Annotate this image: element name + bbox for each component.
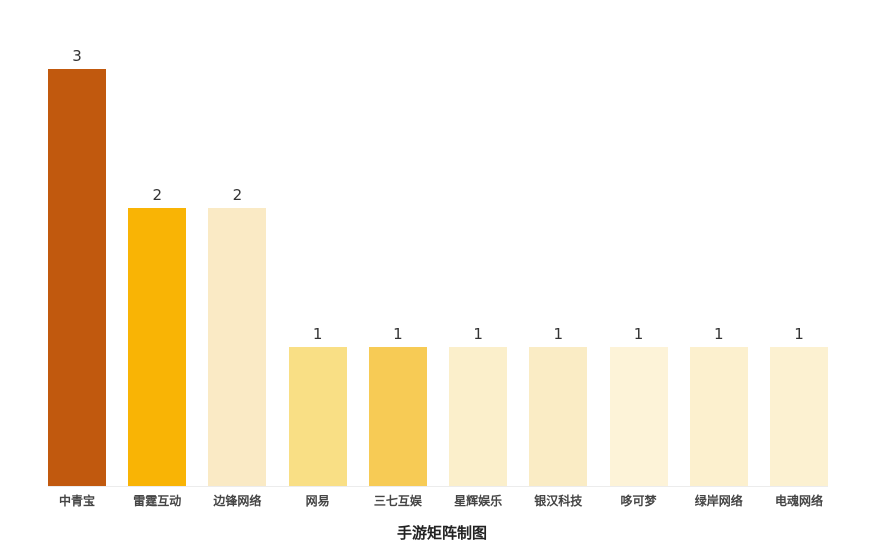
bar-column: 1 [609, 325, 668, 486]
category-label: 雷霆互动 [133, 494, 182, 508]
chart-caption: 手游矩阵制图 [396, 524, 487, 543]
category-label: 三七互娱 [373, 494, 422, 508]
bar [689, 347, 748, 486]
bar-value-label: 1 [312, 325, 323, 343]
bar [128, 208, 187, 486]
bar-value-label: 2 [232, 186, 243, 204]
bar [288, 347, 347, 486]
bar [368, 347, 427, 486]
category-label: 电魂网络 [774, 494, 823, 508]
bar [449, 347, 508, 486]
category-label: 边锋网络 [213, 494, 262, 508]
bar-column: 3 [48, 49, 106, 486]
bar-value-label: 1 [794, 325, 804, 343]
bar-column: 2 [208, 186, 267, 486]
bar-column: 1 [449, 325, 508, 486]
bar [609, 347, 668, 486]
category-label: 哆可梦 [620, 494, 657, 508]
category-label: 中青宝 [58, 494, 95, 508]
category-label: 银汉科技 [534, 494, 583, 508]
bar-value-label: 1 [553, 325, 564, 343]
bar-chart: 3 2 2 1 1 1 1 1 1 1 中青宝 雷霆互动 边锋网络 网易 三七互娱 星辉娱乐 银汉科技 哆可梦 绿… [48, 46, 828, 543]
bar-value-label: 1 [393, 325, 403, 343]
category-label: 绿岸网络 [694, 494, 743, 508]
bar [48, 69, 106, 486]
bar-value-label: 1 [633, 325, 644, 343]
category-labels: 中青宝 雷霆互动 边锋网络 网易 三七互娱 星辉娱乐 银汉科技 哆可梦 绿岸网络 电魂网络 [48, 487, 828, 508]
bar-column: 2 [128, 186, 187, 486]
bar-column: 1 [769, 325, 828, 486]
plot-area: 3 2 2 1 1 1 1 1 1 1 [48, 46, 828, 487]
bar-value-label: 2 [152, 186, 162, 204]
bar [529, 347, 588, 486]
bar-column: 1 [689, 325, 748, 486]
category-label: 星辉娱乐 [454, 494, 503, 508]
bar-value-label: 1 [713, 325, 724, 343]
bar-column: 1 [368, 325, 427, 486]
category-label: 网易 [305, 494, 330, 508]
bar [769, 347, 828, 486]
bar-value-label: 3 [72, 47, 82, 65]
bar-value-label: 1 [473, 325, 483, 343]
bar-column: 1 [529, 325, 588, 486]
bar [208, 208, 267, 486]
bar-column: 1 [288, 325, 347, 486]
